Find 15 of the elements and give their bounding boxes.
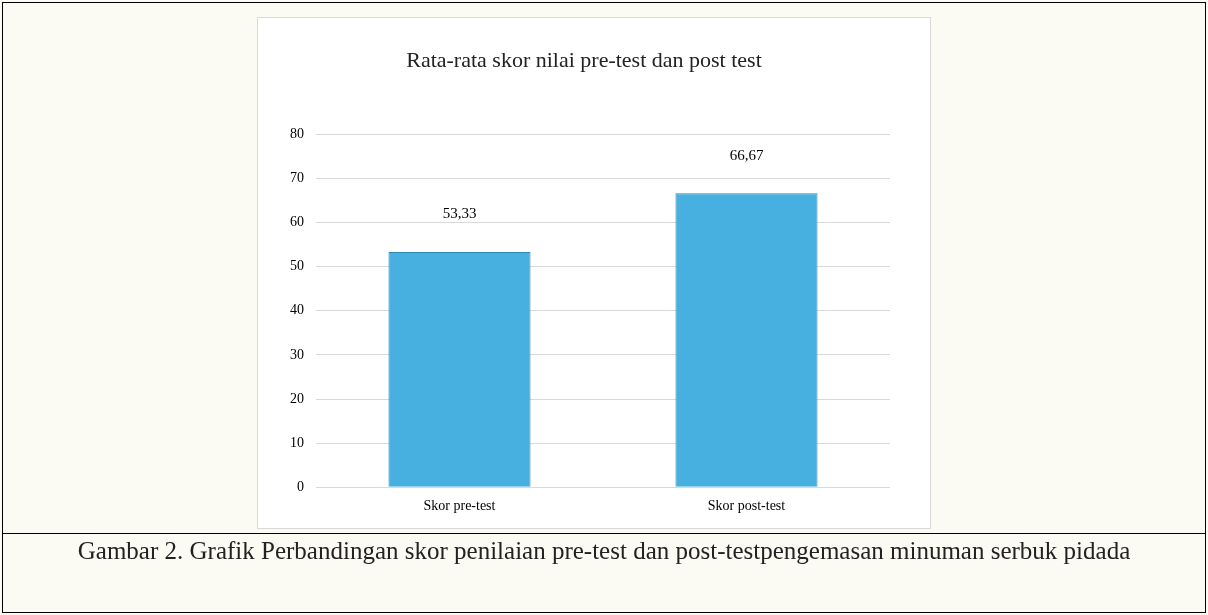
x-tick-label: Skor pre-test	[423, 498, 496, 514]
y-tick-label: 60	[290, 214, 304, 230]
y-tick-label: 40	[290, 302, 304, 318]
y-tick-label: 0	[297, 478, 304, 494]
y-tick-label: 10	[290, 434, 304, 450]
data-label: 53,33	[442, 205, 477, 222]
y-tick-label: 50	[290, 258, 304, 274]
y-tick-label: 80	[290, 126, 304, 142]
text: Gambar 2. Grafik Perbandingan skor penilaian pre-test dan post-testpengemasan minuman serbuk pidada	[3, 536, 1205, 566]
chart-title: Rata-rata skor nilai pre-test dan post test	[406, 46, 762, 72]
y-tick-label: 20	[290, 390, 304, 406]
x-tick-label: Skor post-test	[707, 498, 786, 514]
y-tick-label: 30	[290, 346, 304, 362]
data-label: 66,67	[729, 146, 764, 163]
y-tick-label: 70	[290, 170, 304, 186]
